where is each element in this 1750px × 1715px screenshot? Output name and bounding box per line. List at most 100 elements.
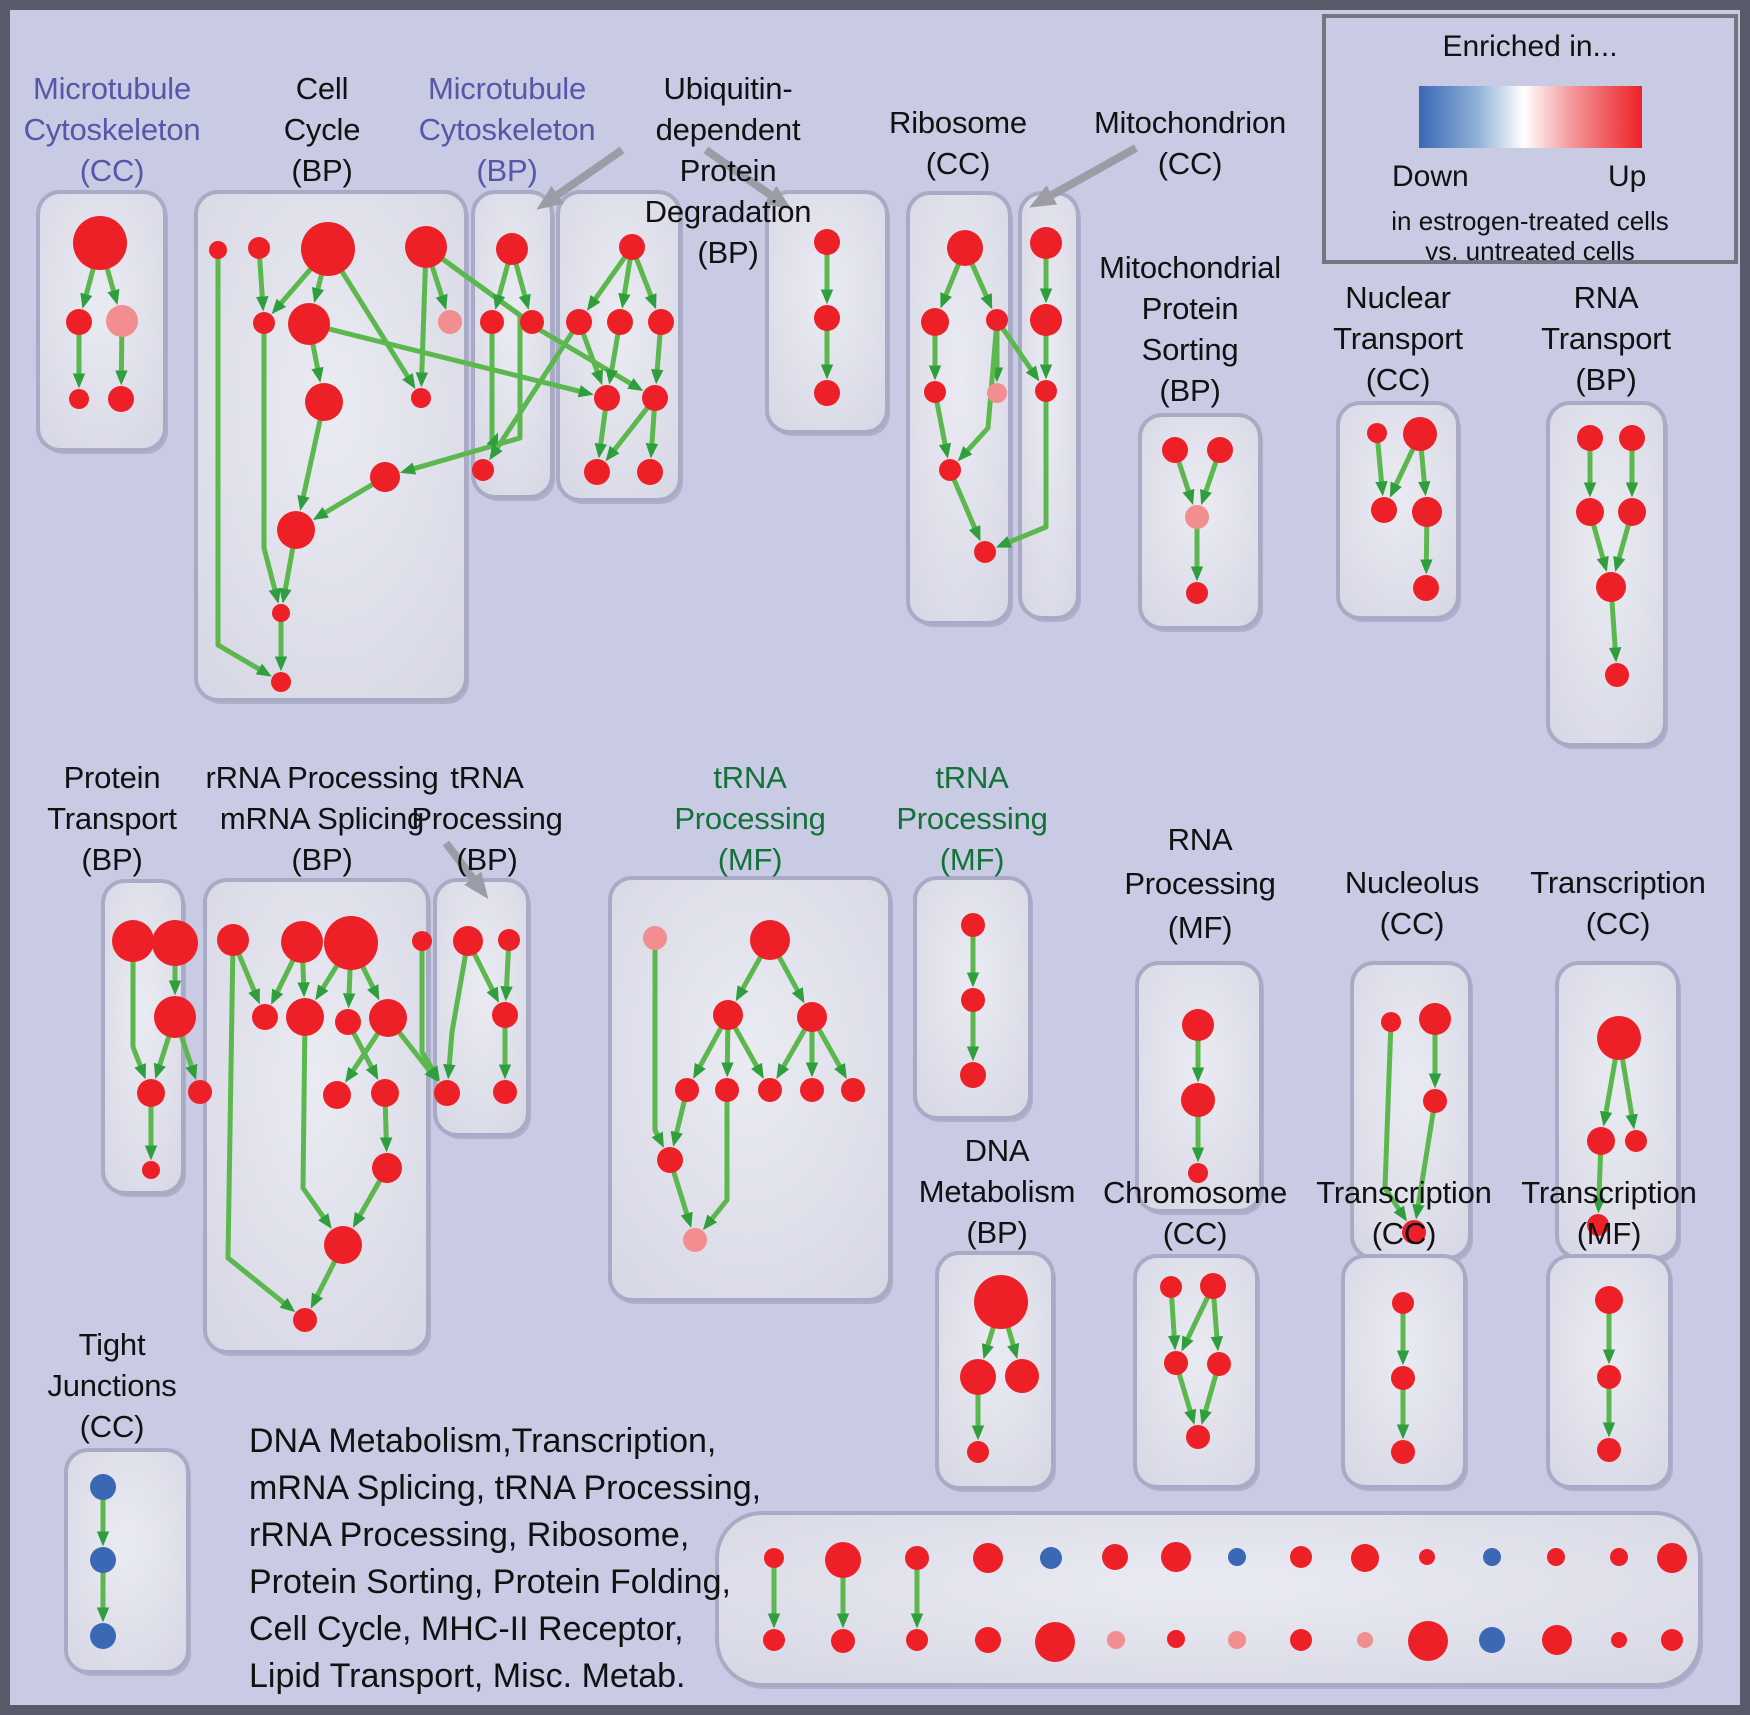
- node: [715, 1078, 739, 1102]
- edge-arrow: [1592, 1152, 1606, 1214]
- group-box-microtubule-cc: [36, 190, 167, 452]
- node: [947, 230, 983, 266]
- layer-pointers: [442, 144, 1138, 900]
- edge-arrow: [1199, 1372, 1219, 1425]
- edge-arrow: [1590, 522, 1609, 572]
- node: [1035, 380, 1057, 402]
- node: [1357, 1632, 1373, 1648]
- group-label-mito-protein-sorting-bp: Mitochondrial Protein Sorting (BP): [1099, 250, 1281, 408]
- edge-arrow: [489, 329, 576, 461]
- edge-arrow: [1181, 1294, 1211, 1352]
- node: [1391, 1366, 1415, 1390]
- edge-arrow: [500, 948, 513, 1002]
- edge-arrow: [1389, 446, 1416, 498]
- node: [1102, 1544, 1128, 1570]
- edge-arrow: [153, 1034, 172, 1079]
- edge-arrow: [178, 1034, 198, 1081]
- edge-arrow: [633, 256, 657, 310]
- edge-arrow: [300, 1033, 332, 1229]
- node: [683, 1228, 707, 1252]
- node: [1577, 425, 1603, 451]
- node: [137, 1079, 165, 1107]
- node: [1595, 1286, 1623, 1314]
- edge-arrow: [816, 1027, 847, 1080]
- group-label-microtubule-cc: Microtubule Cytoskeleton (CC): [23, 71, 201, 188]
- node: [301, 222, 355, 276]
- edge-arrow: [104, 266, 120, 306]
- node: [763, 1629, 785, 1651]
- node: [492, 1002, 518, 1028]
- legend-box: Enriched in... Down Up in estrogen-treat…: [1322, 14, 1738, 266]
- edge-arrow: [670, 1169, 693, 1228]
- group-label-trna-processing-bp: tRNA Processing (BP): [411, 760, 563, 877]
- node: [607, 309, 633, 335]
- node: [209, 241, 227, 259]
- node: [142, 1161, 160, 1179]
- node: [1030, 227, 1062, 259]
- edge-arrow: [670, 1099, 688, 1147]
- edge-arrow: [645, 408, 659, 459]
- group-label-rna-transport-bp: RNA Transport (BP): [1541, 280, 1671, 397]
- node: [1587, 1214, 1609, 1236]
- node: [1596, 572, 1626, 602]
- edge-arrow: [1412, 1110, 1436, 1220]
- edge-arrow: [297, 960, 310, 998]
- edge-arrow: [513, 261, 531, 310]
- node: [987, 383, 1007, 403]
- node: [1381, 1012, 1401, 1032]
- node: [1228, 1548, 1246, 1566]
- group-label-trna-processing-mf-small: tRNA Processing (MF): [896, 760, 1048, 877]
- node: [1351, 1544, 1379, 1572]
- group-box-tight-junctions-cc: [64, 1448, 190, 1674]
- node: [154, 996, 196, 1038]
- edge-arrow: [130, 960, 146, 1080]
- node: [648, 309, 674, 335]
- node: [248, 237, 270, 259]
- node: [825, 1542, 861, 1578]
- edge-arrow: [311, 272, 325, 304]
- node: [453, 926, 483, 956]
- node: [643, 926, 667, 950]
- edge-arrow: [236, 951, 260, 1005]
- edge-arrow: [580, 331, 603, 386]
- edge-arrow: [605, 405, 651, 462]
- edge-arrow: [940, 261, 962, 309]
- edge-arrow: [586, 254, 628, 311]
- node: [1661, 1629, 1683, 1651]
- node: [1587, 1127, 1615, 1155]
- legend-subtitle-1: in estrogen-treated cells: [1391, 206, 1669, 236]
- edge-arrow: [271, 957, 296, 1005]
- edge-arrow: [350, 1030, 379, 1081]
- edge-arrow: [256, 256, 269, 312]
- edge-arrow: [493, 261, 511, 310]
- node: [924, 381, 946, 403]
- label-pointer-arrow: [1029, 144, 1138, 208]
- node: [1181, 1083, 1215, 1117]
- edge-arrow: [1375, 440, 1388, 497]
- edge-arrow: [957, 328, 999, 462]
- node: [188, 1080, 212, 1104]
- node: [1576, 498, 1604, 526]
- node: [323, 1081, 351, 1109]
- node: [1392, 1292, 1414, 1314]
- edge-arrow: [735, 954, 764, 1002]
- node: [335, 1009, 361, 1035]
- node: [960, 1359, 996, 1395]
- node: [1290, 1546, 1312, 1568]
- group-label-nucleolus-cc: Nucleolus (CC): [1344, 865, 1480, 941]
- node: [657, 1147, 683, 1173]
- node: [253, 312, 275, 334]
- node: [1619, 425, 1645, 451]
- edge-arrow: [605, 332, 621, 385]
- node: [1597, 1365, 1621, 1389]
- node: [1207, 437, 1233, 463]
- node: [520, 310, 544, 334]
- node: [1186, 1425, 1210, 1449]
- group-label-trna-processing-mf-big: tRNA Processing (MF): [674, 760, 826, 877]
- node: [480, 310, 504, 334]
- group-label-tight-junctions-cc: Tight Junctions (CC): [47, 1327, 177, 1444]
- node: [797, 1002, 827, 1032]
- node: [493, 1080, 517, 1104]
